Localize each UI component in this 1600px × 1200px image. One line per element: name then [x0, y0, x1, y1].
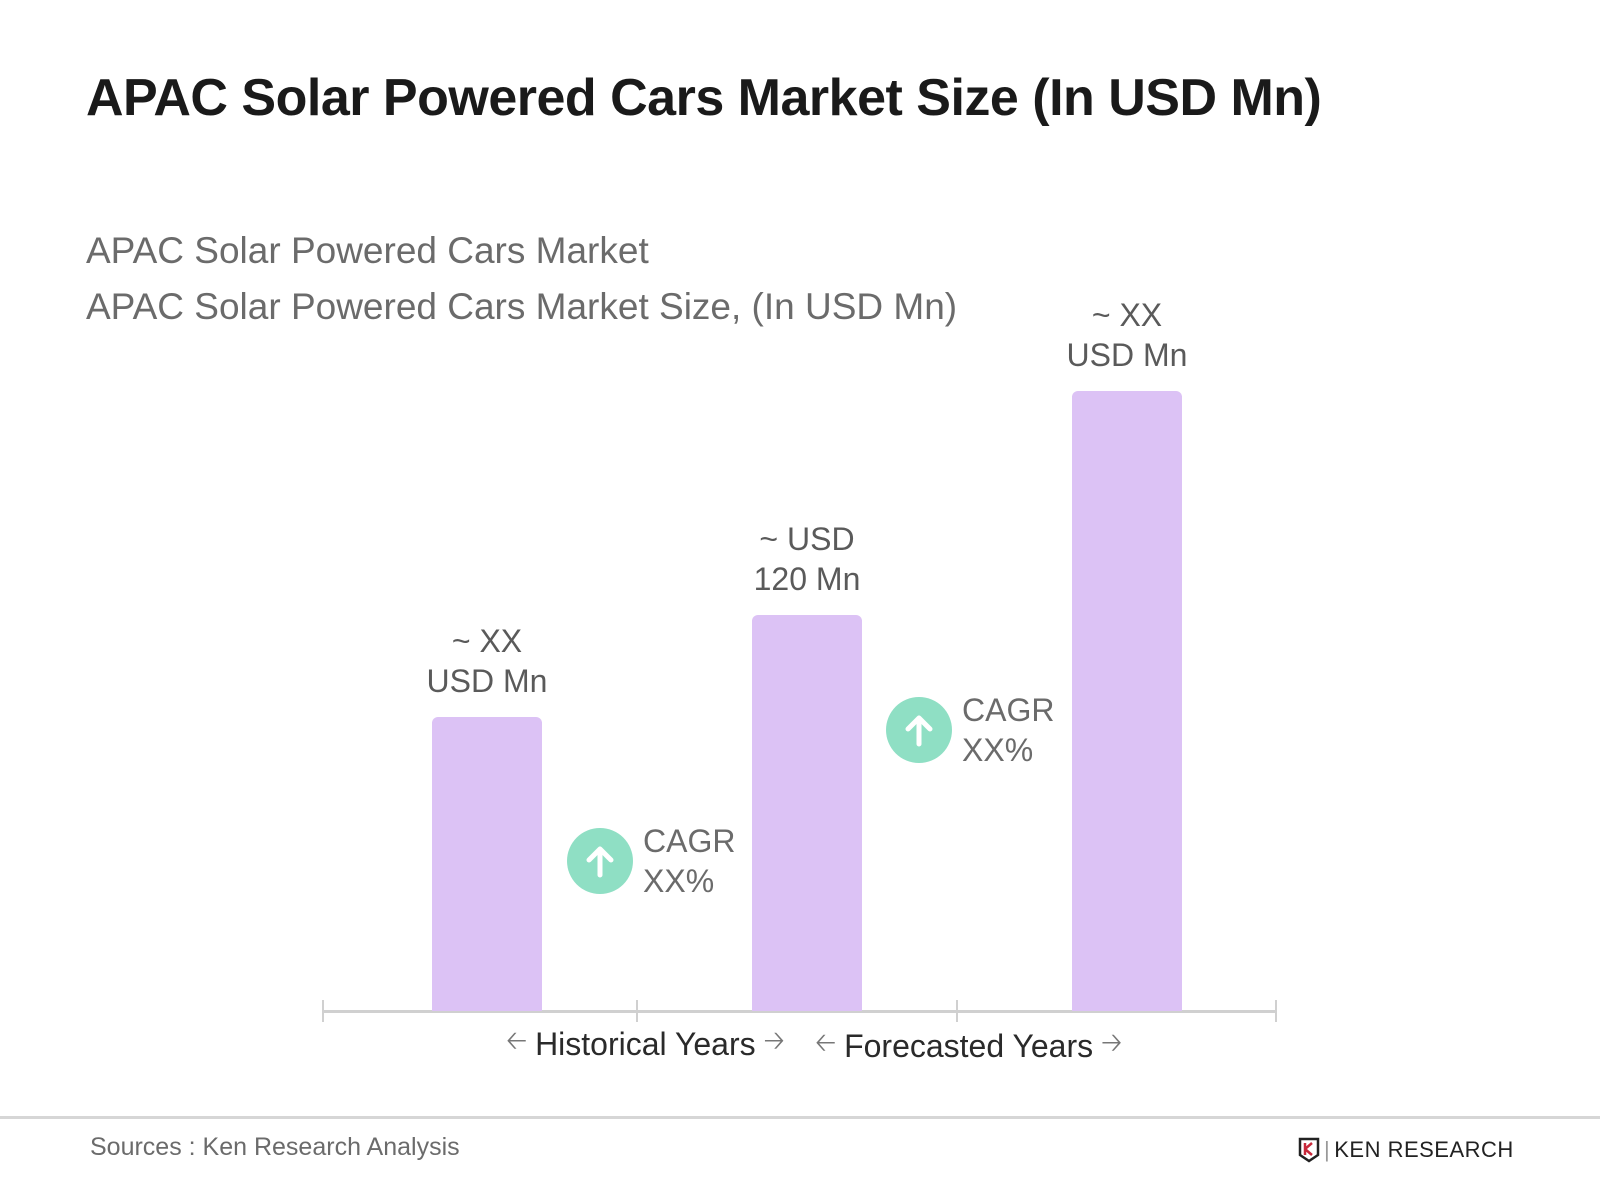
arrow-left-icon: 🡠 [815, 1027, 837, 1057]
chart-subtitle: APAC Solar Powered Cars Market [86, 230, 649, 271]
cagr-annotation: CAGR XX% [567, 821, 735, 901]
data-label: ~ USD 120 Mn [707, 519, 907, 599]
period-label-historical: 🡠 Historical Years 🡢 [506, 1022, 785, 1066]
axis-tick [1275, 1000, 1277, 1022]
bar [1072, 390, 1182, 1011]
footer-divider [0, 1116, 1600, 1119]
cagr-label: CAGR [643, 823, 736, 859]
cagr-label: CAGR [962, 692, 1055, 728]
arrow-left-icon: 🡠 [506, 1025, 528, 1055]
arrow-up-icon [567, 828, 633, 894]
data-label-line: USD Mn [1066, 336, 1188, 373]
ken-research-logo: | KEN RESEARCH [1298, 1137, 1514, 1163]
bar [432, 717, 542, 1011]
logo-shield-icon [1298, 1137, 1320, 1163]
bar [752, 615, 862, 1011]
axis-tick [956, 1000, 958, 1022]
logo-text: KEN RESEARCH [1334, 1137, 1514, 1162]
chart-subtitle-2: APAC Solar Powered Cars Market Size, (In… [86, 286, 958, 327]
data-label: ~ XX USD Mn [1027, 295, 1227, 375]
data-label-line: ~ XX [1091, 296, 1163, 333]
axis-tick [322, 1000, 324, 1022]
arrow-up-icon [886, 697, 952, 763]
data-label-line: ~ USD [759, 521, 855, 557]
x-axis-line [322, 1010, 1276, 1013]
period-text: Historical Years [535, 1025, 756, 1062]
data-label-line: 120 Mn [753, 561, 861, 597]
arrow-right-icon: 🡢 [1101, 1027, 1123, 1057]
arrow-right-icon: 🡢 [763, 1025, 785, 1055]
period-text: Forecasted Years [844, 1027, 1094, 1064]
chart-title: APAC Solar Powered Cars Market Size (In … [86, 69, 1322, 127]
source-note: Sources : Ken Research Analysis [90, 1133, 460, 1161]
data-label: ~ XX USD Mn [387, 621, 587, 701]
data-label-line: USD Mn [426, 663, 548, 700]
axis-tick [636, 1000, 638, 1022]
cagr-annotation: CAGR XX% [886, 690, 1054, 770]
cagr-value: XX% [962, 732, 1034, 768]
period-label-forecasted: 🡠 Forecasted Years 🡢 [815, 1024, 1122, 1068]
cagr-value: XX% [643, 863, 715, 899]
data-label-line: ~ XX [451, 623, 523, 660]
